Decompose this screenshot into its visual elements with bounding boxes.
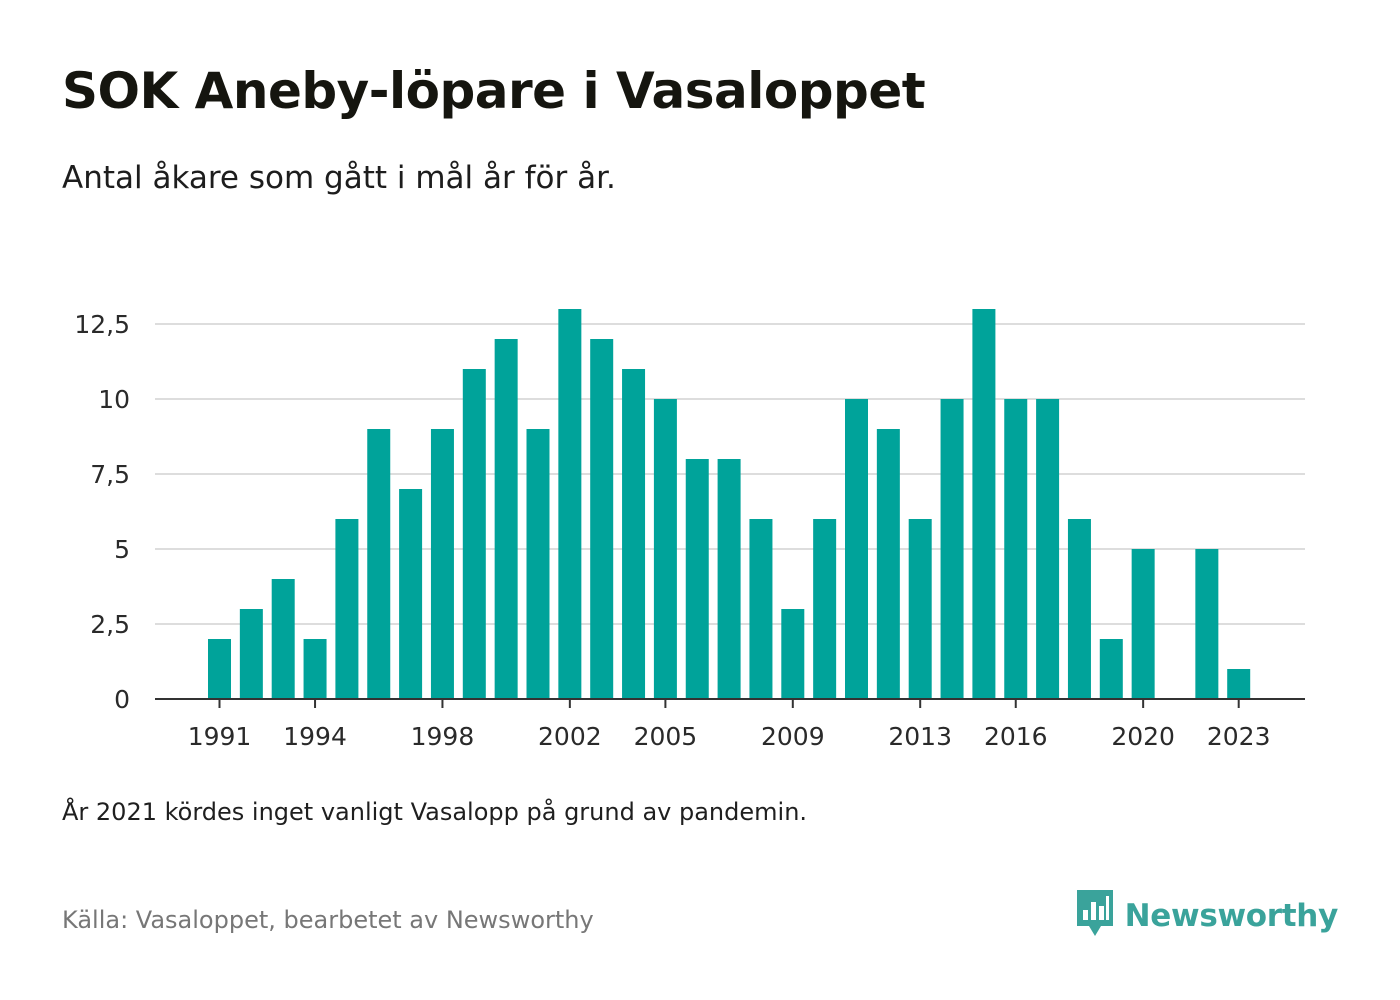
bar — [622, 369, 646, 699]
source-label: Källa: Vasaloppet, bearbetet av Newswort… — [62, 906, 594, 934]
bar — [462, 369, 486, 699]
y-tick-label: 2,5 — [90, 610, 130, 639]
x-tick-label: 1994 — [283, 722, 347, 751]
newsworthy-logo-icon — [1075, 888, 1115, 944]
x-tick-label: 2016 — [984, 722, 1048, 751]
bar — [208, 639, 231, 699]
x-tick-label: 2020 — [1111, 722, 1175, 751]
chart-subtitle: Antal åkare som gått i mål år för år. — [62, 160, 616, 196]
x-tick-label: 2023 — [1207, 722, 1271, 751]
bar — [781, 609, 805, 699]
bar — [430, 429, 454, 699]
bar — [813, 519, 837, 699]
bar — [1131, 549, 1155, 699]
axes: 0 2,5 5 7,5 10 12,5 1991 1994 1998 2002 2005 2009 20… — [74, 310, 1305, 751]
bars — [208, 309, 1251, 699]
x-tick-label: 2013 — [888, 722, 952, 751]
bar — [749, 519, 773, 699]
bar — [1067, 519, 1091, 699]
x-tick-label: 1998 — [411, 722, 475, 751]
bar — [494, 339, 518, 699]
y-tick-label: 0 — [114, 685, 130, 714]
x-tick-label: 2005 — [634, 722, 698, 751]
bar — [335, 519, 359, 699]
y-tick-label: 12,5 — [74, 310, 130, 339]
chart-title: SOK Aneby-löpare i Vasaloppet — [62, 62, 926, 120]
bar-chart: 0 2,5 5 7,5 10 12,5 1991 1994 1998 2002 2005 2009 20… — [74, 309, 1305, 751]
bar — [1195, 549, 1219, 699]
bar — [526, 429, 550, 699]
bar — [271, 579, 295, 699]
y-tick-label: 10 — [98, 385, 130, 414]
bar — [685, 459, 709, 699]
brand-name: Newsworthy — [1124, 898, 1339, 934]
bar — [845, 399, 868, 699]
footnote: År 2021 kördes inget vanligt Vasalopp på… — [62, 798, 808, 826]
y-tick-label: 5 — [114, 535, 130, 564]
bar — [972, 309, 996, 699]
bar — [367, 429, 391, 699]
x-tick-label: 2009 — [761, 722, 825, 751]
bar — [717, 459, 741, 699]
bar — [1036, 399, 1060, 699]
brand-logo[interactable]: Newsworthy — [1075, 890, 1338, 942]
bar — [1099, 639, 1123, 699]
bar — [590, 339, 614, 699]
bar — [940, 399, 964, 699]
bar — [558, 309, 582, 699]
bar — [1227, 669, 1251, 699]
bar — [399, 489, 423, 699]
x-tick-label: 2002 — [538, 722, 602, 751]
bar — [876, 429, 900, 699]
y-tick-label: 7,5 — [90, 460, 130, 489]
bar — [908, 519, 932, 699]
bar — [653, 399, 677, 699]
bar — [1004, 399, 1028, 699]
bar — [239, 609, 263, 699]
x-tick-label: 1991 — [188, 722, 252, 751]
bar — [303, 639, 327, 699]
